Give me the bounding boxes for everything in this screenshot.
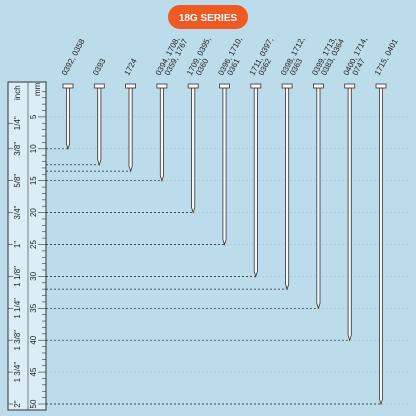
- nail-label: 0392, 0358: [60, 37, 87, 77]
- nail: [97, 87, 102, 167]
- series-badge: [168, 5, 248, 29]
- nail-head: [93, 83, 105, 89]
- mm-tick-label: 25: [29, 240, 38, 249]
- mm-tick-label: 10: [29, 144, 38, 153]
- nail-head: [344, 83, 356, 89]
- mm-tick-label: 5: [29, 114, 38, 119]
- nail: [253, 87, 258, 278]
- mm-label: mm: [33, 82, 42, 96]
- inch-tick-label: 1 3/4": [13, 362, 22, 383]
- inch-label: inch: [13, 85, 22, 100]
- nail-label: 1715, 0401: [373, 37, 400, 77]
- nail-head: [281, 83, 293, 89]
- inch-tick-label: 1": [13, 241, 22, 248]
- mm-tick-label: 35: [29, 303, 38, 312]
- nail: [285, 87, 290, 291]
- mm-tick-label: 15: [29, 176, 38, 185]
- nail: [66, 87, 70, 151]
- inch-tick-label: 5/8": [13, 174, 22, 188]
- nail-label: 0393: [91, 57, 108, 77]
- mm-tick-label: 45: [29, 367, 38, 376]
- nail-label: 1724: [122, 57, 139, 77]
- nail: [159, 87, 164, 183]
- inch-tick-label: 1 1/8": [13, 266, 22, 287]
- mm-tick-label: 50: [29, 399, 38, 408]
- inch-tick-label: 1 3/8": [13, 330, 22, 351]
- nail-head: [187, 83, 199, 89]
- inch-tick-label: 1/4": [13, 116, 22, 130]
- inch-tick-label: 3/8": [13, 142, 22, 156]
- nail: [222, 87, 227, 246]
- inch-tick-label: 2": [13, 400, 22, 407]
- inch-tick-label: 3/4": [13, 205, 22, 219]
- inch-tick-label: 1 1/4": [13, 298, 22, 319]
- nail-head: [312, 83, 324, 89]
- nail-head: [375, 83, 387, 89]
- nail: [347, 87, 352, 342]
- nail: [316, 87, 321, 310]
- nail-head: [219, 83, 230, 89]
- series-title: 18G SERIES: [179, 13, 238, 24]
- ruler: [7, 81, 47, 411]
- mm-tick-label: 40: [29, 335, 38, 344]
- mm-tick-label: 20: [29, 208, 38, 217]
- mm-tick-label: 30: [29, 271, 38, 280]
- nail-head: [125, 83, 136, 89]
- nail-head: [62, 83, 74, 89]
- nail: [128, 87, 133, 173]
- nail-head: [156, 83, 168, 89]
- nail: [191, 87, 196, 214]
- nail-head: [250, 83, 262, 89]
- nail: [378, 87, 384, 406]
